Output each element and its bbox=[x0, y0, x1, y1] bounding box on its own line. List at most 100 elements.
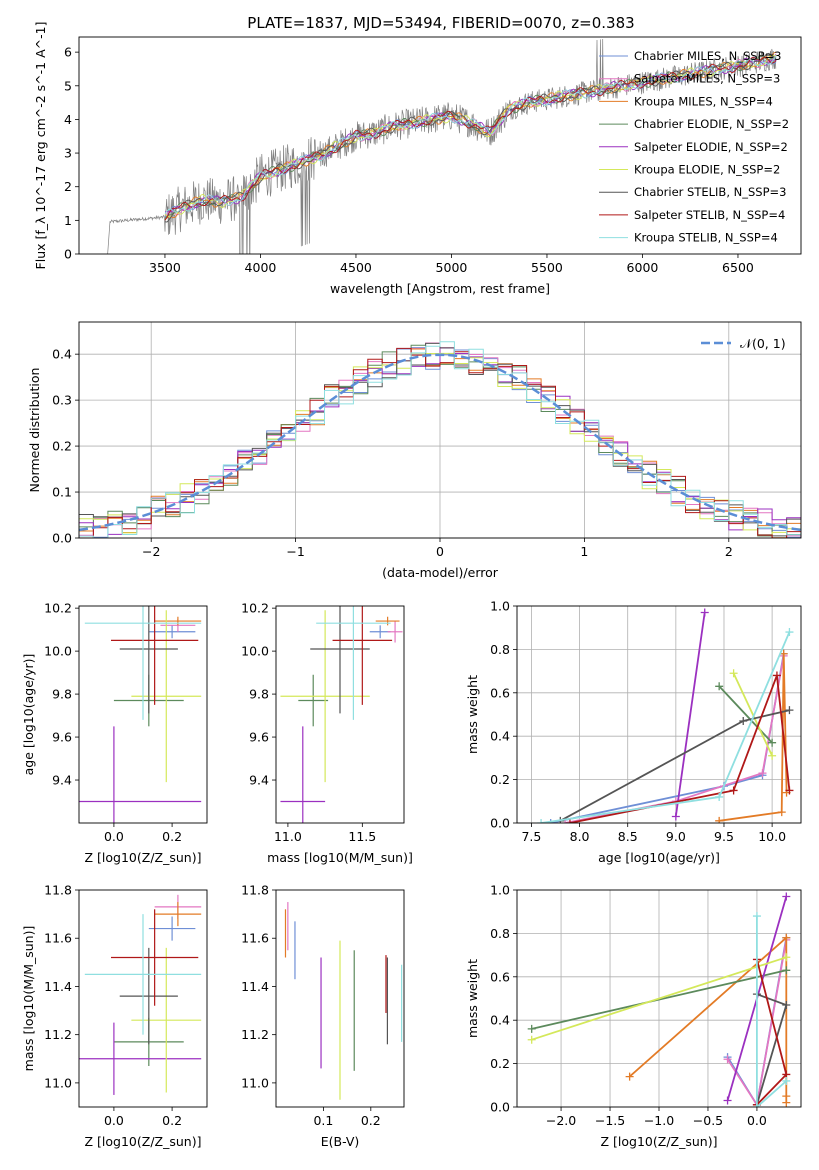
legend-entry: 𝒩(0, 1) bbox=[740, 336, 786, 351]
x-tick-label: 5500 bbox=[531, 260, 563, 275]
panel-residuals: −2 −1 0 1 2 0.0 0.1 0.2 0.3 0.4 (data-model)/error… bbox=[27, 321, 802, 580]
data-point bbox=[310, 606, 370, 714]
plot-area bbox=[280, 606, 403, 823]
x-tick-label: 0.0 bbox=[104, 829, 124, 844]
data-point bbox=[154, 902, 202, 927]
weight-series bbox=[718, 685, 773, 744]
x-axis-label: Z [log10(Z/Z_sun)] bbox=[601, 1134, 718, 1149]
weight-marker bbox=[782, 1001, 791, 1010]
y-tick-label: 1 bbox=[64, 213, 72, 228]
y-tick-label: 0.0 bbox=[490, 816, 510, 831]
x-tick-label: 0.1 bbox=[313, 1113, 333, 1128]
y-tick-label: 0.4 bbox=[490, 729, 510, 744]
weight-marker bbox=[739, 717, 748, 726]
x-tick-label: 3500 bbox=[149, 260, 181, 275]
axes-frame bbox=[78, 36, 802, 255]
data-point bbox=[387, 621, 403, 643]
weight-marker bbox=[723, 1055, 732, 1064]
x-tick-label: 5000 bbox=[436, 260, 468, 275]
y-tick-label: 0.6 bbox=[490, 969, 510, 984]
panel-mass-vs-Z: 0.0 0.2 11.0 11.2 11.4 11.6 11.8 Z [log10(Z/Z_s… bbox=[21, 883, 208, 1149]
weight-series bbox=[569, 675, 791, 823]
axes-frame bbox=[78, 889, 208, 1108]
y-tick-label: 11.6 bbox=[44, 931, 72, 946]
weight-marker bbox=[729, 669, 738, 678]
axes-frame bbox=[275, 889, 405, 1108]
data-point bbox=[84, 914, 202, 1035]
x-tick-label: 4500 bbox=[340, 260, 372, 275]
data-point bbox=[369, 625, 391, 639]
x-tick-label: 11.0 bbox=[274, 829, 302, 844]
x-tick-label: 6000 bbox=[627, 260, 659, 275]
weight-marker bbox=[729, 786, 738, 795]
y-tick-label: 6 bbox=[64, 45, 72, 60]
weight-marker bbox=[625, 1072, 634, 1081]
spectrum-model bbox=[164, 52, 777, 223]
y-tick-label: 2 bbox=[64, 179, 72, 194]
weight-marker bbox=[565, 819, 574, 823]
legend-entry: Kroupa ELODIE, N_SSP=2 bbox=[634, 163, 780, 177]
data-point bbox=[154, 616, 202, 626]
y-axis-label: age [log10(age/yr)] bbox=[21, 654, 36, 776]
residual-histogram bbox=[79, 341, 801, 538]
y-tick-label: 11.8 bbox=[241, 883, 269, 898]
y-tick-label: 11.2 bbox=[241, 1027, 269, 1042]
y-tick-label: 0.2 bbox=[490, 1056, 510, 1071]
data-point bbox=[298, 674, 329, 727]
x-axis-label: Z [log10(Z/Z_sun)] bbox=[85, 1134, 202, 1149]
y-tick-label: 11.2 bbox=[44, 1027, 72, 1042]
weight-marker bbox=[671, 812, 680, 821]
x-tick-label: 11.5 bbox=[348, 829, 376, 844]
y-tick-label: 11.6 bbox=[241, 931, 269, 946]
y-tick-label: 10.0 bbox=[44, 644, 72, 659]
residual-histogram bbox=[79, 347, 801, 538]
plot-area bbox=[107, 38, 777, 254]
y-axis-label: mass weight bbox=[465, 675, 480, 754]
plot-area bbox=[537, 608, 794, 823]
legend-entry: Chabrier STELIB, N_SSP=3 bbox=[634, 185, 786, 199]
figure-title: PLATE=1837, MJD=53494, FIBERID=0070, z=0… bbox=[247, 14, 634, 32]
y-tick-label: 9.6 bbox=[249, 730, 269, 745]
x-axis-label: (data-model)/error bbox=[382, 565, 499, 580]
weight-marker bbox=[537, 819, 546, 823]
x-axis-label: Z [log10(Z/Z_sun)] bbox=[85, 850, 202, 865]
x-tick-label: 0.2 bbox=[361, 1113, 381, 1128]
y-tick-label: 0.4 bbox=[490, 1013, 510, 1028]
weight-marker bbox=[782, 933, 791, 942]
y-axis-label: Flux [f_λ 10^-17 erg cm^-2 s^-1 A^-1] bbox=[33, 22, 48, 270]
plot-area bbox=[284, 902, 403, 1100]
legend: 𝒩(0, 1) bbox=[701, 336, 786, 351]
y-tick-label: 1.0 bbox=[490, 883, 510, 898]
weight-series bbox=[756, 993, 788, 1106]
weight-series bbox=[732, 672, 773, 757]
y-tick-label: 1.0 bbox=[490, 599, 510, 614]
x-tick-label: −1.5 bbox=[595, 1113, 625, 1128]
axes-frame bbox=[516, 605, 802, 824]
weight-marker bbox=[785, 786, 794, 795]
data-point bbox=[131, 947, 202, 1093]
weight-series bbox=[756, 916, 787, 1107]
y-tick-label: 0.0 bbox=[490, 1100, 510, 1115]
y-tick-label: 9.4 bbox=[249, 773, 269, 788]
weight-marker bbox=[772, 671, 781, 680]
x-tick-label: −0.5 bbox=[693, 1113, 723, 1128]
weight-marker bbox=[777, 808, 786, 817]
legend-entry: Salpeter ELODIE, N_SSP=2 bbox=[634, 140, 788, 154]
plot-area bbox=[527, 892, 791, 1107]
axes-frame bbox=[275, 605, 405, 824]
weight-series bbox=[550, 653, 785, 823]
weight-series bbox=[540, 631, 791, 823]
spectrum-model bbox=[164, 56, 777, 221]
data-point bbox=[280, 610, 370, 783]
y-tick-label: 9.4 bbox=[52, 773, 72, 788]
y-tick-label: 9.6 bbox=[52, 730, 72, 745]
x-tick-label: 0.2 bbox=[162, 1113, 182, 1128]
x-axis-label: E(B-V) bbox=[321, 1134, 360, 1149]
y-axis-label: mass weight bbox=[465, 959, 480, 1038]
x-axis-label: mass [log10(M/M_sun)] bbox=[267, 850, 413, 865]
panel-weight-vs-age: 7.5 8.0 8.5 9.0 9.5 10.0 0.0 0.2 0.4 0.6 0.8 1.0 age… bbox=[465, 599, 802, 865]
weight-marker bbox=[700, 608, 709, 617]
data-point bbox=[131, 610, 202, 783]
weight-marker bbox=[723, 1096, 732, 1105]
